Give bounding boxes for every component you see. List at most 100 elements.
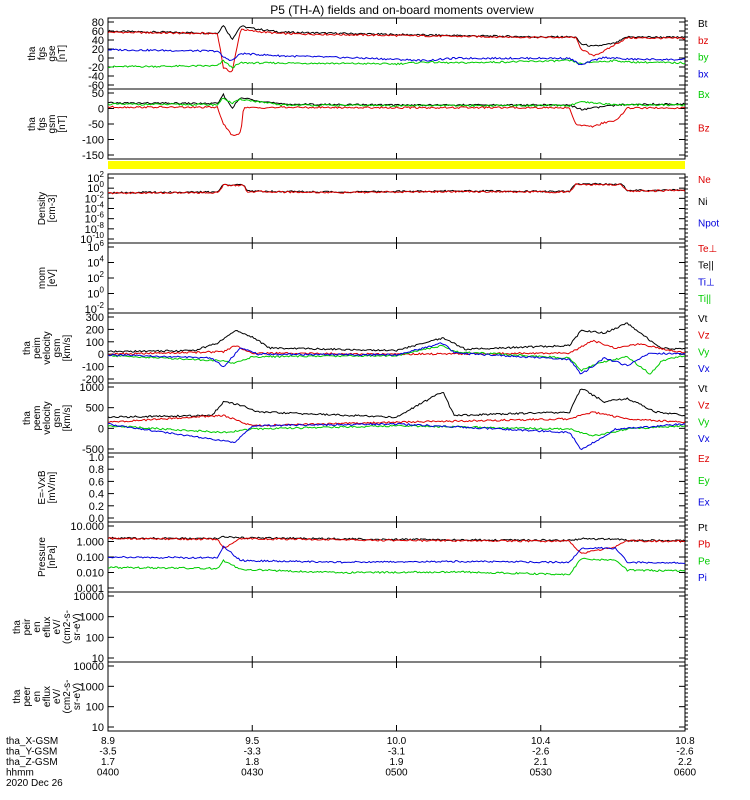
panel-frame-peem xyxy=(107,382,686,454)
legend-pressure-0: Pt xyxy=(698,523,708,534)
footer-value-2-3: 0500 xyxy=(385,768,408,779)
y-tick-label-0-0: 80 xyxy=(92,17,104,29)
panel-frame-fgs-gse xyxy=(107,17,686,90)
legend-fgs-gse-3: bx xyxy=(698,70,709,81)
y-tick-label-6-3: 0.4 xyxy=(89,489,104,501)
series-peim-vy xyxy=(108,344,685,375)
y-tick-label-2-2: 10-2 xyxy=(85,190,105,205)
y-axis-label-8-2: en xyxy=(32,621,43,632)
footer-value-0-2: 1.7 xyxy=(101,757,115,768)
y-tick-label-3-2: 102 xyxy=(87,270,104,285)
y-tick-label-3-0: 106 xyxy=(87,239,104,254)
footer-value-1-1: -3.3 xyxy=(244,747,262,758)
footer-value-1-3: 0430 xyxy=(241,768,264,779)
footer-value-1-2: 1.8 xyxy=(245,757,259,768)
y-tick-label-7-1: 1.000 xyxy=(76,537,104,549)
footer-value-3-3: 0530 xyxy=(530,768,553,779)
series-peem-vy xyxy=(108,424,685,437)
y-tick-label-5-0: 1000 xyxy=(80,382,104,394)
legend-density-0: Ne xyxy=(698,175,711,186)
footer-label-2: tha_Z-GSM xyxy=(6,757,58,768)
legend-pressure-2: Pe xyxy=(698,556,711,567)
y-tick-label-4-2: 100 xyxy=(86,337,104,349)
legend-peim-2: Vy xyxy=(698,347,709,358)
series-fgs-gse-bz xyxy=(108,28,685,73)
y-axis-label-9-3: eflux xyxy=(42,686,53,707)
y-axis-label-0-0: tha xyxy=(27,46,38,60)
panel-frame-moments xyxy=(107,242,686,314)
y-tick-label-7-0: 10.000 xyxy=(70,521,104,533)
y-axis-label-5-3: gsm xyxy=(52,409,63,428)
y-tick-label-7-2: 0.100 xyxy=(76,552,104,564)
y-axis-label-1-1: fgs xyxy=(37,117,48,130)
y-tick-label-0-6: -40 xyxy=(88,71,104,83)
y-axis-label-8-1: peir xyxy=(22,618,33,635)
panel-frame-peir xyxy=(107,591,686,663)
y-axis-label-4-3: gsm xyxy=(52,339,63,358)
y-tick-label-5-1: 500 xyxy=(86,403,104,415)
series-fgs-gse-by xyxy=(108,59,685,69)
footer-label-1: tha_Y-GSM xyxy=(6,747,57,758)
y-axis-label-4-2: velocity xyxy=(42,331,53,364)
y-tick-label-4-4: -100 xyxy=(82,362,104,374)
legend-peem-0: Vt xyxy=(698,384,708,395)
panel-peir: 10000 1000 100 10 tha peir en eflux eV/(cm2-s-sr… xyxy=(12,591,688,665)
y-axis-label-7-0: Pressure xyxy=(37,537,48,577)
y-axis-label-1-2: gsm xyxy=(47,115,58,134)
series-fgs-gsm-bt xyxy=(108,92,685,111)
y-axis-label-9-2: en xyxy=(32,691,43,702)
panel-frame-efield xyxy=(107,452,686,523)
y-tick-label-3-1: 104 xyxy=(87,255,104,270)
footer-value-0-0: 8.9 xyxy=(101,736,115,747)
y-axis-label-7-1: [nPa] xyxy=(47,545,58,569)
y-axis-label-2-1: [cm-3] xyxy=(47,194,58,222)
y-axis-label-5-4: [km/s] xyxy=(62,404,73,431)
y-axis-label-9-1: peer xyxy=(22,686,33,707)
footer-value-4-3: 0600 xyxy=(674,768,697,779)
y-axis-label-9-5: (cm2-s- xyxy=(62,680,73,714)
footer-value-3-2: 2.1 xyxy=(534,757,548,768)
y-axis-label-9-6: sr-eV) xyxy=(72,683,83,710)
legend-efield-0: Ez xyxy=(698,454,710,465)
y-tick-label-1-1: 0 xyxy=(98,104,104,116)
y-tick-label-9-3: 10 xyxy=(92,722,104,734)
y-axis-label-8-0: tha xyxy=(12,620,23,634)
footer-value-2-2: 1.9 xyxy=(390,757,404,768)
series-peem-vt xyxy=(108,388,685,419)
y-tick-label-8-0: 10000 xyxy=(73,591,104,603)
footer-value-4-0: 10.8 xyxy=(675,736,695,747)
legend-peem-1: Vz xyxy=(698,401,710,412)
legend-peim-1: Vz xyxy=(698,331,710,342)
series-peem-vx xyxy=(108,422,685,451)
y-axis-label-4-4: [km/s] xyxy=(62,334,73,361)
y-tick-label-6-0: 1.0 xyxy=(89,452,104,464)
legend-moments-0: Te⊥ xyxy=(698,244,717,255)
y-tick-label-4-5: -200 xyxy=(82,374,104,386)
y-tick-label-3-3: 100 xyxy=(87,286,104,301)
legend-peem-3: Vx xyxy=(698,434,710,445)
y-tick-label-5-3: -500 xyxy=(82,444,104,456)
series-fgs-gsm-bx xyxy=(108,97,685,108)
legend-density-2: Npot xyxy=(698,219,719,230)
chart-title: P5 (TH-A) fields and on-board moments ov… xyxy=(270,3,534,17)
y-tick-label-6-5: 0.0 xyxy=(89,513,104,525)
y-axis-label-6-0: E=-VxB xyxy=(37,470,48,505)
panel-fgs-gsm: 50 0 -50 -100 -150 tha fgs gsm [nT] Bx Bz xyxy=(27,88,710,162)
y-tick-label-4-3: 0 xyxy=(98,349,104,361)
y-tick-label-4-1: 200 xyxy=(86,324,104,336)
footer-value-2-1: -3.1 xyxy=(388,747,406,758)
y-axis-label-9-4: eV/ xyxy=(52,689,63,704)
y-tick-label-7-4: 0.001 xyxy=(76,583,104,595)
y-tick-label-0-2: 40 xyxy=(92,35,104,47)
footer-value-3-0: 10.4 xyxy=(531,736,551,747)
y-axis-label-6-1: [mV/m] xyxy=(47,471,58,503)
panel-peem: 1000 500 0 -500 tha peem velocity gsm [km/s] Vt Vz… xyxy=(22,382,710,456)
y-tick-label-8-2: 100 xyxy=(86,632,104,644)
series-pressure-pi xyxy=(108,545,685,565)
legend-efield-1: Ey xyxy=(698,476,710,487)
y-axis-label-5-1: peem xyxy=(32,405,43,430)
y-tick-label-6-4: 0.2 xyxy=(89,501,104,513)
y-axis-label-4-0: tha xyxy=(22,341,33,355)
legend-fgs-gsm-0: Bx xyxy=(698,90,710,101)
